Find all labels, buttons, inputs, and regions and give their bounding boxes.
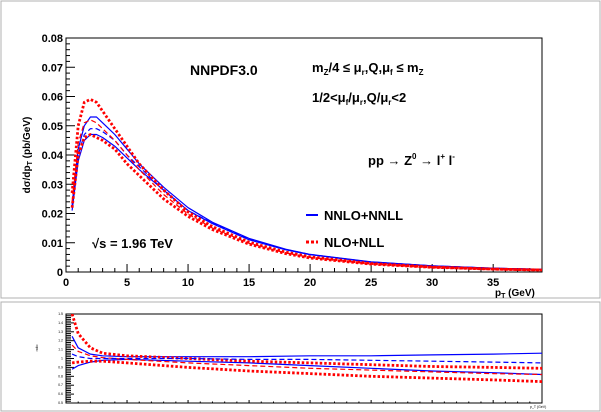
x-tick-label: 25 <box>365 277 377 289</box>
main-tick-labels: 0 5 10 15 20 25 30 35 0 0.01 0.02 0.03 0.04 0.05 0.06 0… <box>42 33 500 289</box>
legend: NNLO+NNLL NLO+NLL <box>306 208 403 250</box>
pdf-annotation: NNPDF3.0 <box>190 62 258 78</box>
y-tick-label: 1.2 <box>58 339 63 343</box>
x-axis-label: pT (GeV) <box>495 288 535 300</box>
x-tick-label: 0 <box>63 277 69 289</box>
x-tick-label: 15 <box>243 277 255 289</box>
y-tick-label: 0.5 <box>58 401 63 405</box>
x-tick-label: 10 <box>182 277 194 289</box>
legend-label-nnlo: NNLO+NNLL <box>324 208 403 223</box>
y-tick-label: 0.8 <box>58 374 63 378</box>
ratio-y-axis-label: ratio <box>35 345 39 352</box>
series-line-0 <box>71 336 542 358</box>
series-line-5 <box>71 353 542 364</box>
x-tick-label: 35 <box>487 277 499 289</box>
top-panel-frame <box>0 0 601 299</box>
y-tick-label: 1.3 <box>58 330 63 334</box>
main-ticks <box>65 37 543 273</box>
ratio-tick-labels: 0.5 0.6 0.7 0.8 0.9 1 1.1 1.2 1.3 1.4 1.5 <box>58 312 63 405</box>
series-line-3 <box>71 359 542 383</box>
main-plot: 0 5 10 15 20 25 30 35 0 0.01 0.02 0.03 0.04 0.05 0.06 0… <box>22 33 543 300</box>
y-axis-label-sub: T <box>27 160 34 165</box>
x-tick-label: 5 <box>124 277 130 289</box>
y-tick-label: 0 <box>57 267 63 279</box>
y-tick-label: 1.4 <box>58 321 63 325</box>
y-tick-label: 0.9 <box>58 365 63 369</box>
series-line-4 <box>71 344 542 376</box>
y-tick-label: 1.1 <box>58 348 63 352</box>
y-tick-label: 0.06 <box>42 92 63 104</box>
y-tick-label: 0.05 <box>42 121 63 133</box>
y-tick-label: 1.5 <box>58 312 63 316</box>
scale-ratio-annotation: 1/2<μf/μr,Q/μr<2 <box>312 90 406 107</box>
x-tick-label: 30 <box>426 277 438 289</box>
scale-range-annotation: mZ/4 ≤ μr,Q,μf ≤ mZ <box>312 60 424 77</box>
legend-label-nlo: NLO+NLL <box>324 235 384 250</box>
y-tick-label: 1 <box>61 357 63 361</box>
y-tick-label: 0.02 <box>42 209 63 221</box>
ratio-x-axis-label: p_T (GeV) <box>530 405 546 409</box>
ratio-plot: 0.5 0.6 0.7 0.8 0.9 1 1.1 1.2 1.3 1.4 1.5 ratio p_… <box>35 312 546 409</box>
y-tick-label: 0.7 <box>58 383 63 387</box>
y-tick-label: 0.08 <box>42 33 63 45</box>
y-tick-label: 0.03 <box>42 179 63 191</box>
x-tick-label: 20 <box>304 277 316 289</box>
series-line-2 <box>70 314 542 370</box>
y-tick-label: 0.07 <box>42 62 63 74</box>
y-tick-label: 0.6 <box>58 392 63 396</box>
process-annotation: pp → Z0 → l+ l- <box>368 152 455 168</box>
y-tick-label: 0.04 <box>42 150 64 162</box>
series-line-4 <box>70 133 542 272</box>
energy-annotation: √s = 1.96 TeV <box>92 236 173 251</box>
y-tick-label: 0.01 <box>42 238 63 250</box>
main-series-lines <box>70 98 542 272</box>
series-line-5 <box>71 119 542 271</box>
ratio-ticks <box>65 313 543 404</box>
y-axis-label: dσ/dpT (pb/GeV) <box>22 117 34 194</box>
series-line-1 <box>71 358 542 376</box>
ratio-series-lines <box>70 314 542 383</box>
